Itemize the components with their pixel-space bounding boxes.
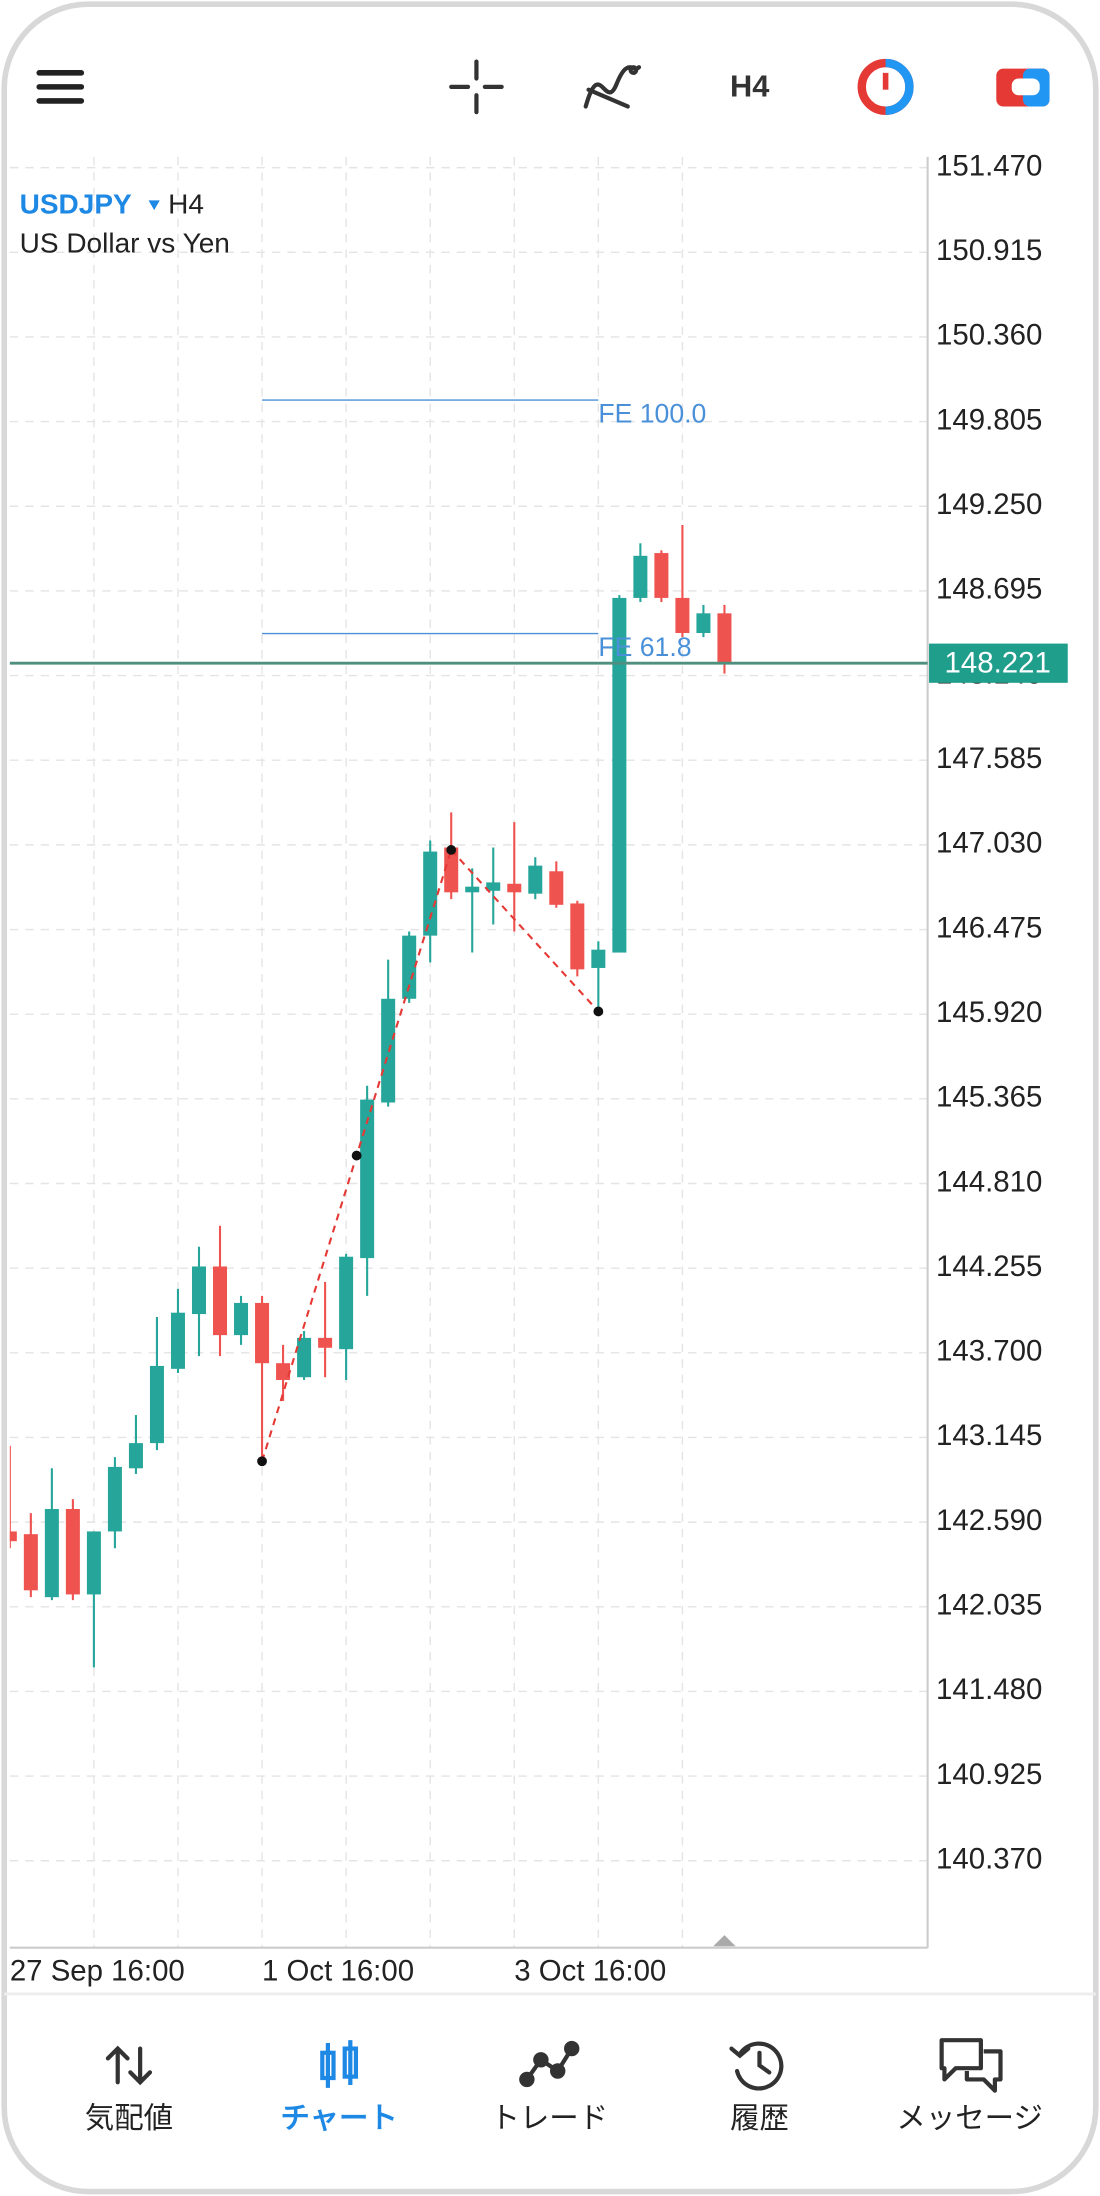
candle-body	[86, 1531, 101, 1595]
candle-body	[128, 1443, 143, 1469]
history-icon	[729, 2041, 784, 2091]
y-tick-label: 148.695	[936, 573, 1042, 606]
candle-body	[170, 1312, 185, 1369]
candle-body	[107, 1466, 122, 1532]
fe-point	[257, 1456, 267, 1467]
crosshair-button[interactable]	[449, 59, 504, 115]
candle-body	[23, 1534, 38, 1591]
y-tick-label: 141.480	[936, 1673, 1042, 1706]
y-tick-label: 150.915	[936, 234, 1042, 267]
candle-body	[318, 1337, 333, 1348]
fe-segment	[450, 849, 600, 1013]
candle-body	[570, 903, 585, 970]
candle-body	[149, 1365, 164, 1444]
candle-body	[465, 886, 480, 893]
indicators-button[interactable]	[583, 65, 642, 109]
nav-label[interactable]: チャート	[280, 2102, 397, 2135]
candle-body	[549, 871, 564, 905]
candle-body	[507, 883, 522, 893]
plot-area	[9, 156, 928, 1948]
nav-label[interactable]: 気配値	[85, 2102, 173, 2135]
y-tick-label: 147.585	[936, 742, 1042, 775]
candle-body	[297, 1337, 312, 1378]
menu-button[interactable]	[36, 70, 85, 104]
symbol[interactable]: USDJPY	[20, 188, 132, 219]
fe-level-label: FE 100.0	[598, 399, 706, 429]
candle-body	[444, 847, 459, 893]
chart-timeframe: H4	[168, 188, 204, 219]
candle-body	[402, 935, 417, 999]
account-button[interactable]	[996, 68, 1050, 107]
candle-body	[423, 851, 438, 936]
candle-body	[591, 949, 606, 968]
nav-label[interactable]: トレード	[490, 2102, 608, 2135]
fe-handle	[351, 1150, 362, 1161]
candle-body	[717, 613, 732, 664]
candle-body	[339, 1256, 354, 1350]
chart-icon	[320, 2040, 359, 2088]
fe-point	[593, 1006, 604, 1017]
candle-body	[696, 613, 711, 634]
current-price-label: 148.221	[945, 646, 1051, 679]
y-tick-label: 144.810	[936, 1165, 1042, 1198]
y-tick-label: 149.250	[936, 488, 1042, 521]
candle-body	[255, 1302, 270, 1364]
y-tick-label: 144.255	[936, 1250, 1042, 1283]
y-tick-label: 142.035	[936, 1589, 1042, 1622]
candle-body	[44, 1509, 59, 1598]
y-tick-label: 145.365	[936, 1081, 1042, 1114]
candle-body	[528, 865, 543, 894]
y-tick-label: 146.475	[936, 911, 1042, 944]
symbol-dropdown[interactable]	[148, 200, 160, 211]
y-tick-label: 140.370	[936, 1843, 1042, 1876]
y-tick-label: 151.470	[936, 149, 1042, 182]
y-tick-label: 143.145	[936, 1419, 1042, 1452]
quotes-icon	[105, 2045, 153, 2086]
candle-body	[486, 882, 501, 891]
current-price-box	[929, 643, 1068, 683]
fe-point	[446, 845, 457, 855]
fe-level-label: FE 61.8	[598, 632, 691, 662]
trade-icon	[519, 2040, 580, 2088]
symbol-description: US Dollar vs Yen	[20, 228, 230, 259]
bottom-nav: 気配値 チャート トレード 履歴 メッセージ	[85, 2038, 1043, 2135]
x-tick-label: 27 Sep 16:00	[10, 1955, 185, 1988]
candle-body	[213, 1266, 228, 1336]
candle-body	[675, 597, 690, 634]
candle-body	[612, 597, 627, 953]
symbol-info: USDJPY H4 US Dollar vs Yen	[20, 188, 230, 258]
y-tick-label: 143.700	[936, 1335, 1042, 1368]
y-tick-label: 142.590	[936, 1504, 1042, 1537]
nav-divider	[4, 1992, 1096, 1996]
y-tick-label: 149.805	[936, 403, 1042, 436]
scroll-marker	[713, 1935, 736, 1947]
candle-body	[654, 553, 669, 598]
y-tick-label: 145.920	[936, 996, 1042, 1029]
nav-label[interactable]: 履歴	[730, 2102, 789, 2135]
y-tick-label: 150.360	[936, 319, 1042, 352]
candle-body	[276, 1363, 291, 1380]
candle-body	[9, 1531, 17, 1542]
trade-button[interactable]	[857, 58, 914, 115]
nav-label[interactable]: メッセージ	[896, 2102, 1042, 2135]
y-tick-label: 147.030	[936, 827, 1042, 860]
timeframe-button[interactable]: H4	[730, 68, 769, 103]
candle-body	[234, 1302, 249, 1336]
candle-body	[191, 1266, 206, 1315]
x-tick-label: 3 Oct 16:00	[514, 1955, 666, 1988]
x-tick-label: 1 Oct 16:00	[262, 1955, 414, 1988]
series	[9, 399, 732, 1668]
candle-body	[65, 1509, 80, 1595]
y-tick-label: 140.925	[936, 1758, 1042, 1791]
candle-body	[633, 555, 648, 598]
candle-body	[360, 1099, 375, 1259]
messages-icon	[939, 2038, 1003, 2093]
